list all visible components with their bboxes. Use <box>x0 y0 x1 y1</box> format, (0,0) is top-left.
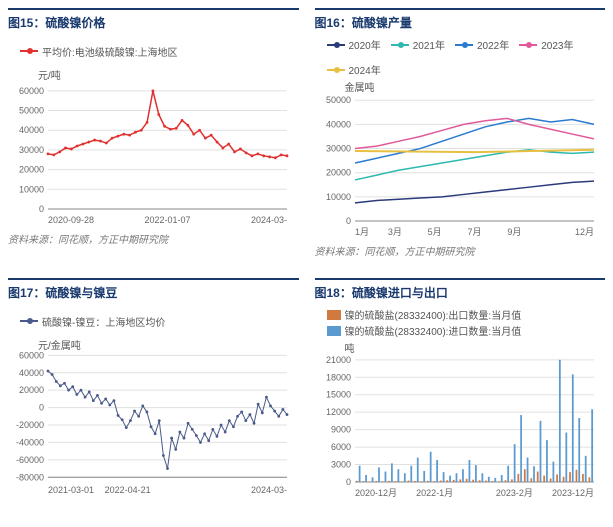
fig15-chart: 元/吨 0 10000 20000 30000 40000 50000 60000 2020-… <box>8 67 299 227</box>
svg-text:30000: 30000 <box>19 145 44 155</box>
legend-item: 2022年 <box>455 37 509 52</box>
fig16-source: 资料来源：同花顺，方正中期研究院 <box>315 239 606 270</box>
panel-fig17: 图17：硫酸镍与镍豆 硫酸镍-镍豆：上海地区均价 元/金属吨 -80000 -60… <box>8 278 299 516</box>
legend-item: 硫酸镍-镍豆：上海地区均价 <box>20 314 165 329</box>
fig17-legend: 硫酸镍-镍豆：上海地区均价 <box>8 305 299 337</box>
legend-item: 镍的硫酸盐(28332400):出口数量:当月值 <box>327 307 522 322</box>
legend-item: 2020年 <box>327 37 381 52</box>
legend-swatch-icon <box>455 44 473 46</box>
svg-text:18000: 18000 <box>325 372 350 382</box>
legend-swatch-icon <box>327 44 345 46</box>
svg-text:9000: 9000 <box>330 425 350 435</box>
legend-item: 平均价:电池级硫酸镍:上海地区 <box>20 44 178 59</box>
svg-text:2022-01-07: 2022-01-07 <box>144 215 190 225</box>
svg-text:40000: 40000 <box>19 368 44 378</box>
svg-text:-60000: -60000 <box>16 455 44 465</box>
svg-text:10000: 10000 <box>325 192 350 202</box>
legend-swatch-icon <box>519 44 537 46</box>
fig18-title: 图18：硫酸镍进口与出口 <box>315 278 606 305</box>
legend-item: 镍的硫酸盐(28332400):进口数量:当月值 <box>327 323 522 338</box>
svg-text:9月: 9月 <box>507 227 521 237</box>
legend-label: 镍的硫酸盐(28332400):出口数量:当月值 <box>345 307 522 322</box>
legend-item: 2023年 <box>519 37 573 52</box>
legend-label: 镍的硫酸盐(28332400):进口数量:当月值 <box>345 323 522 338</box>
svg-text:21000: 21000 <box>325 355 350 365</box>
svg-text:0: 0 <box>39 403 44 413</box>
svg-text:-20000: -20000 <box>16 420 44 430</box>
fig16-chart: 金属吨 0 10000 20000 30000 40000 50000 1月 3月 5月 7月 9月… <box>315 79 606 239</box>
fig17-title: 图17：硫酸镍与镍豆 <box>8 278 299 305</box>
svg-text:2022-1月: 2022-1月 <box>416 488 453 498</box>
svg-text:6000: 6000 <box>330 442 350 452</box>
svg-text:20000: 20000 <box>325 168 350 178</box>
svg-text:5月: 5月 <box>427 227 441 237</box>
legend-swatch-icon <box>327 310 341 320</box>
fig16-legend: 2020年 2021年 2022年 2023年 2024年 <box>315 35 606 79</box>
svg-text:0: 0 <box>345 216 350 226</box>
panel-fig16: 图16：硫酸镍产量 2020年 2021年 2022年 2023年 2024年 金属吨 … <box>315 8 606 270</box>
y-axis-label: 金属吨 <box>345 79 375 94</box>
legend-label: 2022年 <box>477 37 509 52</box>
legend-item: 2024年 <box>327 62 381 77</box>
legend-swatch-icon <box>391 44 409 46</box>
svg-text:-80000: -80000 <box>16 472 44 482</box>
svg-text:2020-12月: 2020-12月 <box>355 488 397 498</box>
y-axis-label: 吨 <box>345 340 355 355</box>
legend-label: 2023年 <box>541 37 573 52</box>
svg-text:40000: 40000 <box>19 125 44 135</box>
svg-text:20000: 20000 <box>19 165 44 175</box>
y-axis-label: 元/吨 <box>38 67 61 82</box>
svg-text:2024-03-: 2024-03- <box>251 485 287 495</box>
svg-text:2024-03-: 2024-03- <box>251 215 287 225</box>
svg-text:60000: 60000 <box>19 86 44 96</box>
fig18-chart: 吨 0 3000 6000 9000 12000 15000 18000 21000 2020-… <box>315 340 606 500</box>
legend-swatch-icon <box>327 326 341 336</box>
svg-text:2020-09-28: 2020-09-28 <box>48 215 94 225</box>
fig15-legend: 平均价:电池级硫酸镍:上海地区 <box>8 35 299 67</box>
fig18-legend: 镍的硫酸盐(28332400):出口数量:当月值镍的硫酸盐(28332400):… <box>315 305 606 340</box>
fig15-source: 资料来源：同花顺，方正中期研究院 <box>8 227 299 258</box>
svg-text:2023-12月: 2023-12月 <box>551 488 593 498</box>
legend-label: 2024年 <box>349 62 381 77</box>
fig16-title: 图16：硫酸镍产量 <box>315 8 606 35</box>
fig18-source <box>315 500 606 516</box>
panel-fig18: 图18：硫酸镍进口与出口 镍的硫酸盐(28332400):出口数量:当月值镍的硫… <box>315 278 606 516</box>
legend-label: 硫酸镍-镍豆：上海地区均价 <box>42 314 165 329</box>
legend-label: 2020年 <box>349 37 381 52</box>
svg-text:-40000: -40000 <box>16 437 44 447</box>
svg-text:30000: 30000 <box>325 144 350 154</box>
svg-text:1月: 1月 <box>355 227 369 237</box>
y-axis-label: 元/金属吨 <box>38 337 81 352</box>
svg-text:12月: 12月 <box>574 227 593 237</box>
svg-text:40000: 40000 <box>325 119 350 129</box>
svg-text:3月: 3月 <box>387 227 401 237</box>
svg-text:0: 0 <box>345 477 350 487</box>
svg-text:3000: 3000 <box>330 460 350 470</box>
svg-text:2021-03-01: 2021-03-01 <box>48 485 94 495</box>
legend-swatch-icon <box>20 50 38 52</box>
svg-text:12000: 12000 <box>325 407 350 417</box>
legend-label: 2021年 <box>413 37 445 52</box>
svg-text:10000: 10000 <box>19 184 44 194</box>
svg-text:15000: 15000 <box>325 390 350 400</box>
panel-fig15: 图15：硫酸镍价格 平均价:电池级硫酸镍:上海地区 元/吨 0 10000 2000… <box>8 8 299 270</box>
legend-label: 平均价:电池级硫酸镍:上海地区 <box>42 44 178 59</box>
svg-text:0: 0 <box>39 204 44 214</box>
legend-swatch-icon <box>327 69 345 71</box>
svg-text:50000: 50000 <box>19 106 44 116</box>
legend-swatch-icon <box>20 320 38 322</box>
svg-text:50000: 50000 <box>325 95 350 105</box>
fig17-chart: 元/金属吨 -80000 -60000 -40000 -20000 0 20000 4000… <box>8 337 299 497</box>
fig15-title: 图15：硫酸镍价格 <box>8 8 299 35</box>
svg-text:20000: 20000 <box>19 385 44 395</box>
fig17-source <box>8 497 299 513</box>
legend-item: 2021年 <box>391 37 445 52</box>
svg-text:2023-2月: 2023-2月 <box>495 488 532 498</box>
svg-text:7月: 7月 <box>467 227 481 237</box>
svg-text:2022-04-21: 2022-04-21 <box>105 485 151 495</box>
